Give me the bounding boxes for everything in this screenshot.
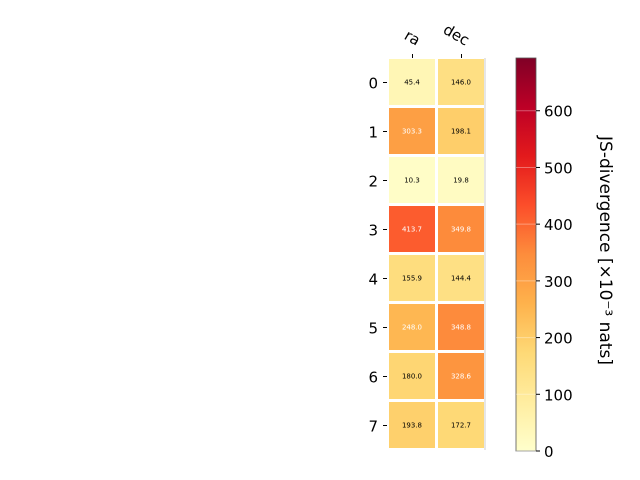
row-tick-label: 2 xyxy=(368,173,378,191)
row-tick-label: 6 xyxy=(368,369,378,387)
cell-value-label: 413.7 xyxy=(402,226,422,234)
cell-value-label: 349.8 xyxy=(451,226,471,234)
heatmap-cell xyxy=(389,59,435,105)
heatmap-cell xyxy=(438,157,484,203)
heatmap-cell xyxy=(389,157,435,203)
heatmap-cell xyxy=(389,353,435,399)
cell-value-label: 10.3 xyxy=(404,177,420,185)
cell-value-label: 19.8 xyxy=(453,177,469,185)
colorbar-tick-label: 0 xyxy=(544,443,554,461)
cell-value-label: 248.0 xyxy=(402,324,422,332)
heatmap-cell xyxy=(438,304,484,350)
row-tick-label: 1 xyxy=(368,124,378,142)
cell-value-label: 303.3 xyxy=(402,128,422,136)
heatmap-cell xyxy=(389,255,435,301)
heatmap-cell xyxy=(389,402,435,448)
cell-value-label: 198.1 xyxy=(451,128,471,136)
cell-value-label: 146.0 xyxy=(451,79,471,87)
colorbar-tick-label: 500 xyxy=(544,159,573,177)
heatmap-cell xyxy=(438,353,484,399)
heatmap-cell xyxy=(438,255,484,301)
row-tick-label: 4 xyxy=(368,271,378,289)
heatmap-plot: 45.4 146.0 303.3 198.1 10.3 19.8 413.7 349.8 155… xyxy=(368,20,486,450)
column-tick-label: ra xyxy=(401,26,423,49)
cell-value-label: 348.8 xyxy=(451,324,471,332)
colorbar-label: JS-divergence [×10⁻³ nats] xyxy=(595,135,615,365)
row-tick-label: 3 xyxy=(368,222,378,240)
colorbar-tick-label: 200 xyxy=(544,330,573,348)
row-tick-label: 5 xyxy=(368,320,378,338)
column-tick-label: dec xyxy=(440,20,472,49)
cell-value-label: 193.8 xyxy=(402,422,422,430)
row-tick-label: 7 xyxy=(368,418,378,436)
heatmap-cell xyxy=(389,304,435,350)
colorbar: 0 100 200 300 400 500 600 JS-divergence [×10⁻³ … xyxy=(515,57,615,461)
heatmap-cell xyxy=(389,108,435,154)
heatmap-cell xyxy=(438,108,484,154)
cell-value-label: 328.6 xyxy=(451,373,472,381)
heatmap-cell xyxy=(389,206,435,252)
colorbar-tick-label: 400 xyxy=(544,216,573,234)
colorbar-tick-label: 300 xyxy=(544,273,573,291)
heatmap-cell xyxy=(438,402,484,448)
cell-value-label: 180.0 xyxy=(402,373,422,381)
cell-value-label: 155.9 xyxy=(402,275,422,283)
colorbar-tick-label: 600 xyxy=(544,103,573,121)
colorbar-tick-label: 100 xyxy=(544,386,573,404)
heatmap-cell xyxy=(438,59,484,105)
heatmap-cell xyxy=(438,206,484,252)
cell-value-label: 144.4 xyxy=(451,275,472,283)
colorbar-gradient xyxy=(515,57,537,452)
cell-value-label: 172.7 xyxy=(451,422,471,430)
cell-value-label: 45.4 xyxy=(404,79,420,87)
row-tick-label: 0 xyxy=(368,75,378,93)
